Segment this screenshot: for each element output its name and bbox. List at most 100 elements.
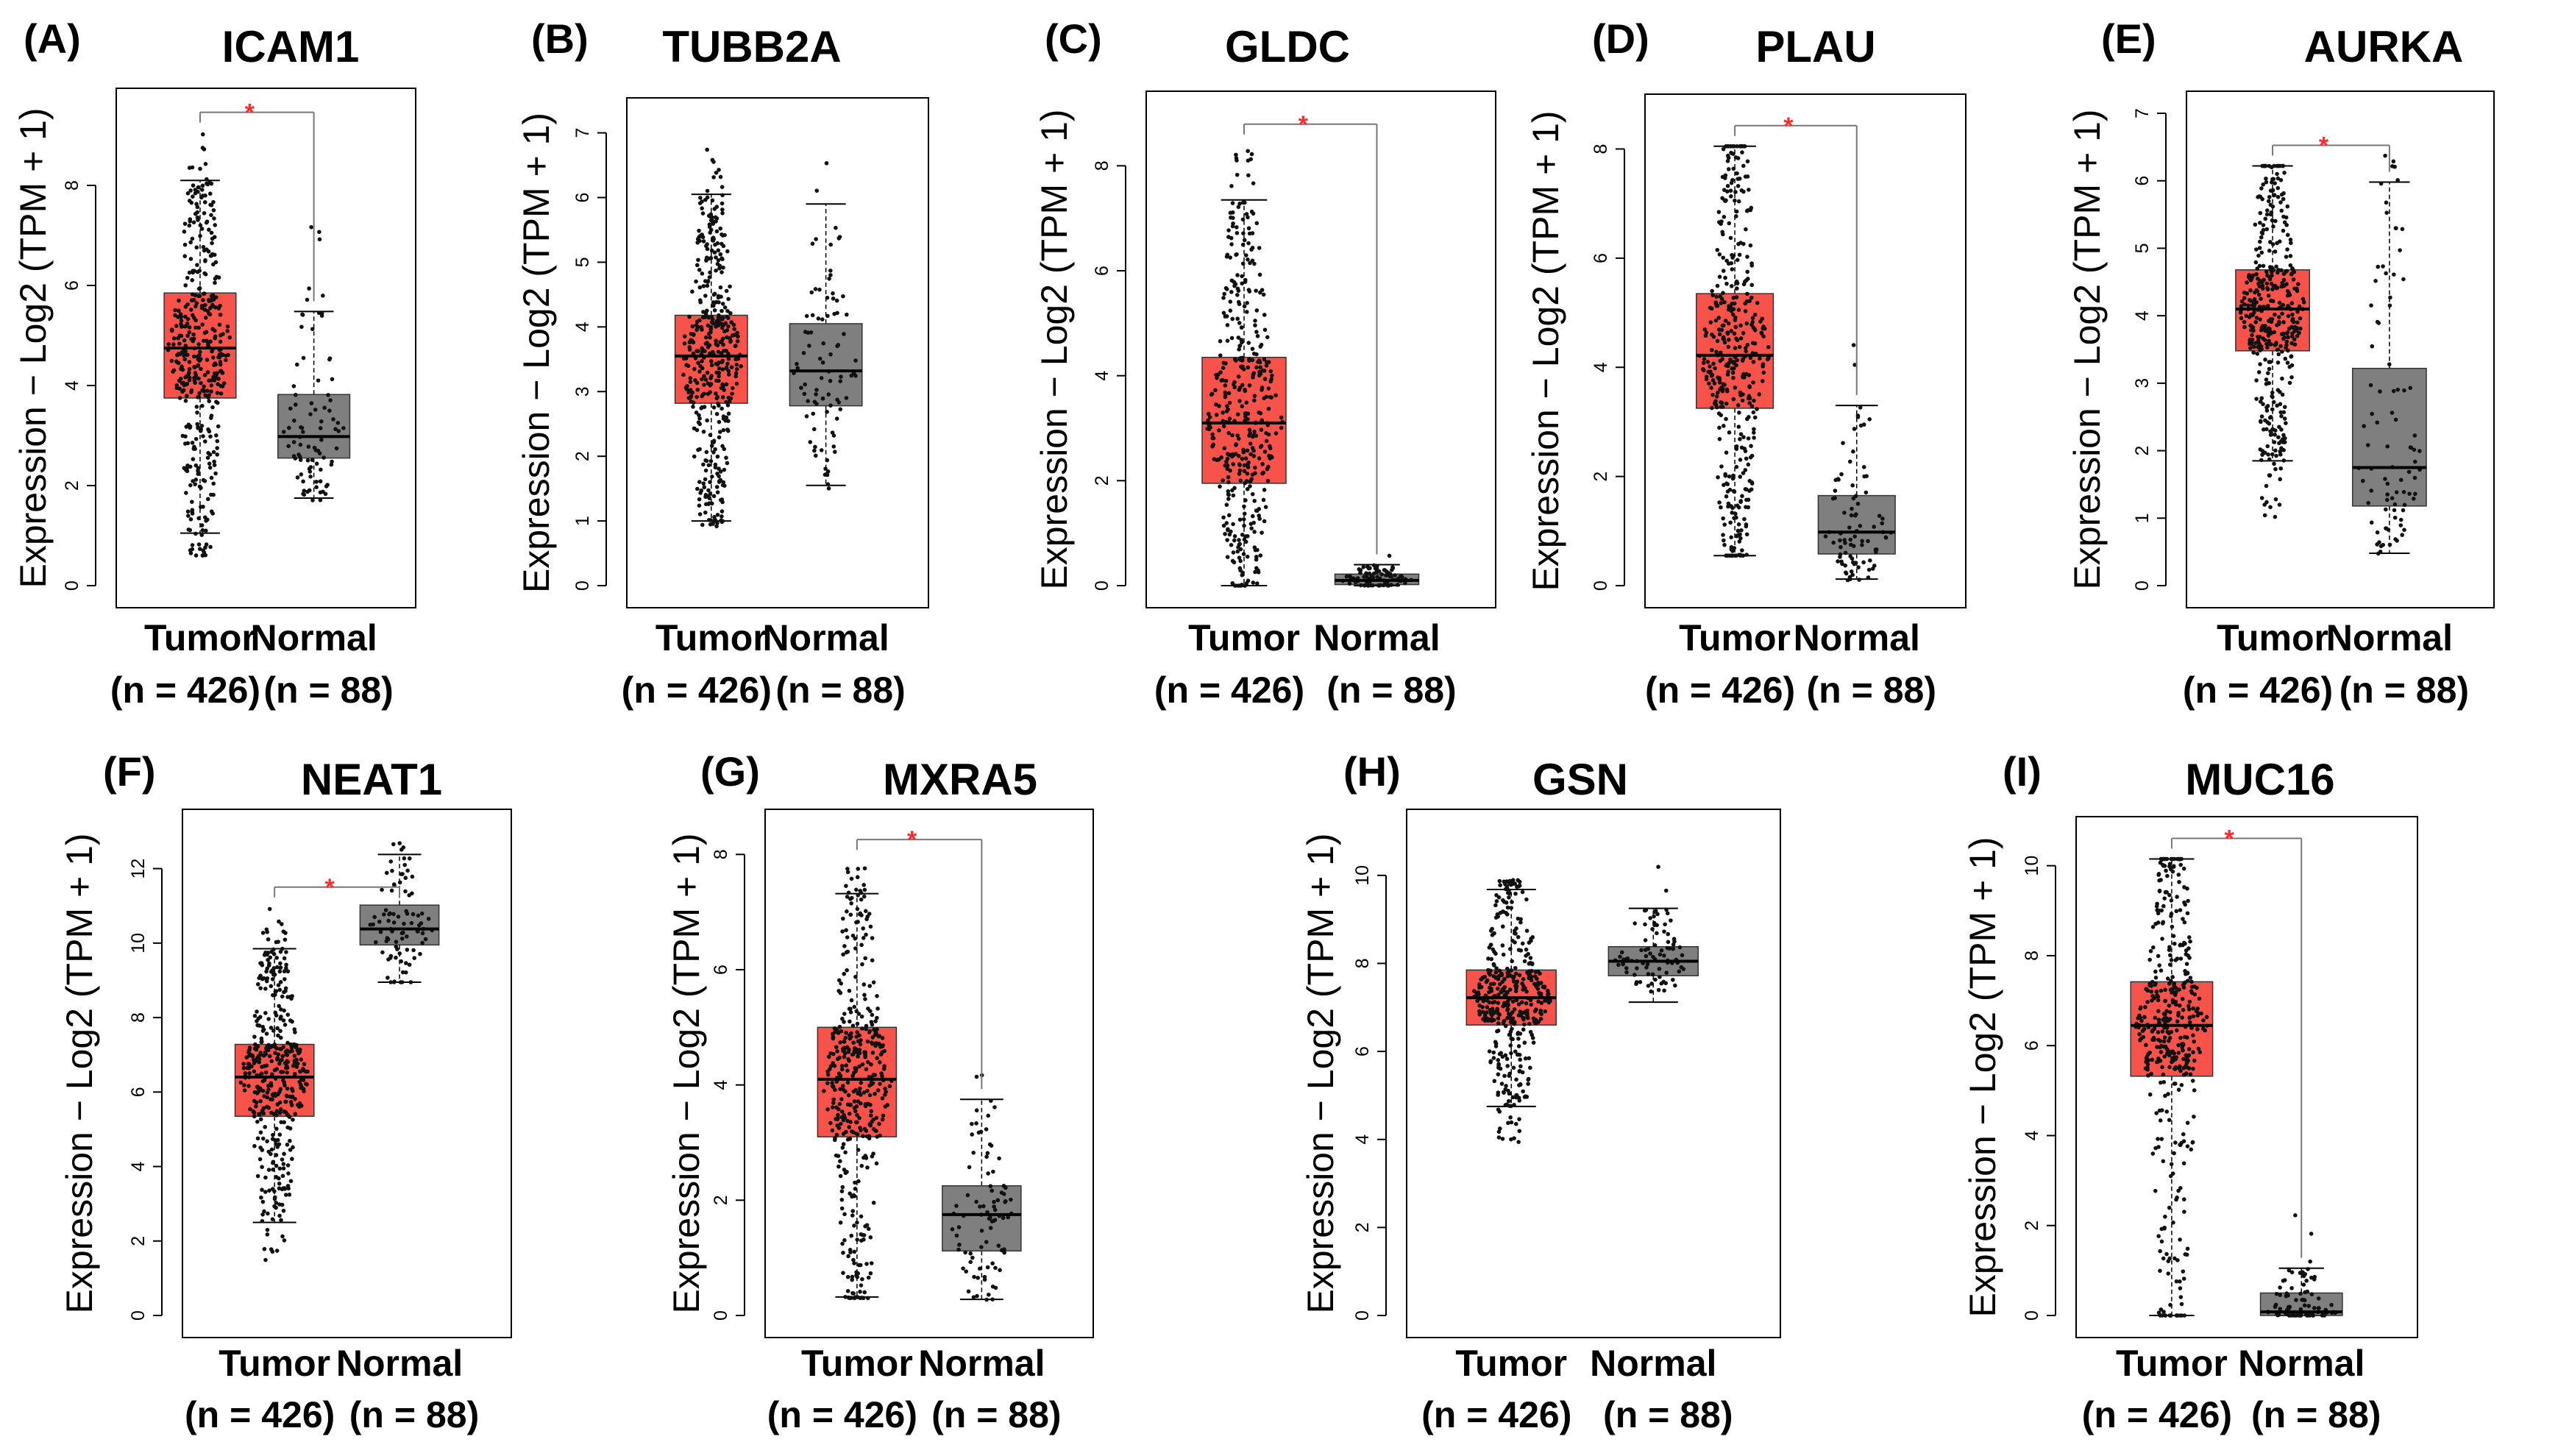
n-label-normal: (n = 88) xyxy=(2339,670,2469,711)
data-point xyxy=(801,350,806,355)
data-point xyxy=(202,389,206,394)
data-point xyxy=(281,1045,285,1049)
data-point xyxy=(2265,371,2270,375)
data-point xyxy=(703,349,707,353)
data-point xyxy=(988,1184,993,1189)
data-point xyxy=(1236,335,1241,340)
data-point xyxy=(1257,514,1262,518)
data-point xyxy=(1844,570,1848,575)
data-point xyxy=(2391,388,2396,394)
data-point xyxy=(2400,533,2404,537)
data-point xyxy=(2303,1290,2307,1295)
data-point xyxy=(1251,454,1257,458)
data-point xyxy=(1717,376,1722,380)
y-tick-label: 8 xyxy=(128,1012,149,1023)
data-point xyxy=(1238,568,1243,573)
group-label-tumor: Tumor xyxy=(801,1343,913,1384)
data-point xyxy=(847,1006,852,1011)
data-point xyxy=(2192,1088,2197,1093)
data-point xyxy=(2276,435,2281,440)
data-point xyxy=(2150,1057,2154,1062)
data-point xyxy=(729,320,734,324)
data-point xyxy=(322,405,327,411)
data-point xyxy=(213,305,218,310)
data-point xyxy=(269,1147,274,1152)
data-point xyxy=(285,1184,291,1188)
data-point xyxy=(2158,1249,2162,1254)
data-point xyxy=(1745,291,1749,296)
data-point xyxy=(405,868,410,873)
data-point xyxy=(266,1083,271,1088)
data-point xyxy=(727,399,732,404)
data-point xyxy=(309,401,314,405)
significance-star: * xyxy=(2224,825,2234,853)
data-point xyxy=(254,1104,258,1109)
data-point xyxy=(2271,224,2275,229)
data-point xyxy=(2378,549,2383,554)
data-point xyxy=(1246,341,1251,345)
data-point xyxy=(271,1160,275,1165)
data-point xyxy=(314,461,319,466)
data-point xyxy=(2286,348,2290,353)
data-point xyxy=(1507,1073,1511,1078)
data-point xyxy=(1736,241,1741,246)
data-point xyxy=(1741,435,1746,439)
data-point xyxy=(2181,1197,2186,1201)
data-point xyxy=(1616,962,1621,967)
data-point xyxy=(1761,334,1766,339)
data-point xyxy=(1880,516,1885,521)
data-point xyxy=(717,430,722,434)
data-point xyxy=(2384,210,2389,215)
data-point xyxy=(277,1090,282,1095)
data-point xyxy=(288,1179,294,1184)
data-point xyxy=(2266,294,2271,298)
data-point xyxy=(718,226,723,231)
data-point xyxy=(1224,503,1229,507)
data-point xyxy=(819,448,824,452)
data-point xyxy=(187,270,192,275)
data-point xyxy=(1723,173,1728,178)
data-point xyxy=(175,352,180,358)
data-point xyxy=(187,325,192,330)
data-point xyxy=(849,998,854,1003)
data-point xyxy=(731,386,735,391)
data-point xyxy=(720,358,725,363)
data-point xyxy=(2145,1065,2150,1070)
data-point xyxy=(171,336,177,341)
data-point xyxy=(1723,275,1727,280)
group-label-normal: Normal xyxy=(1794,617,1920,658)
y-tick-label: 0 xyxy=(62,580,82,591)
data-point xyxy=(1254,433,1259,438)
data-point xyxy=(2155,992,2159,998)
data-point xyxy=(1257,369,1262,374)
data-point xyxy=(402,921,406,926)
data-point xyxy=(720,497,725,502)
data-point xyxy=(1710,378,1716,383)
data-point xyxy=(1486,956,1491,961)
data-point xyxy=(183,399,188,403)
data-point xyxy=(1638,980,1643,984)
data-point xyxy=(849,1233,854,1238)
data-point xyxy=(275,1026,280,1031)
data-point xyxy=(407,856,412,861)
data-point xyxy=(2250,333,2254,338)
data-point xyxy=(1265,478,1271,483)
data-point xyxy=(274,940,279,945)
data-point xyxy=(2280,392,2285,397)
data-point xyxy=(974,1074,979,1079)
data-point xyxy=(323,491,328,497)
data-point xyxy=(397,841,402,845)
data-point xyxy=(844,1031,848,1035)
data-point xyxy=(2281,410,2287,415)
y-tick-label: 5 xyxy=(572,257,593,267)
data-point xyxy=(2412,459,2417,464)
data-point xyxy=(950,1227,955,1232)
data-point xyxy=(709,501,714,506)
data-point xyxy=(190,292,195,296)
data-point xyxy=(1728,235,1733,241)
data-point xyxy=(191,336,196,341)
data-point xyxy=(280,1234,285,1239)
box-normal xyxy=(789,161,863,491)
data-point xyxy=(694,323,699,327)
data-point xyxy=(278,1029,283,1034)
